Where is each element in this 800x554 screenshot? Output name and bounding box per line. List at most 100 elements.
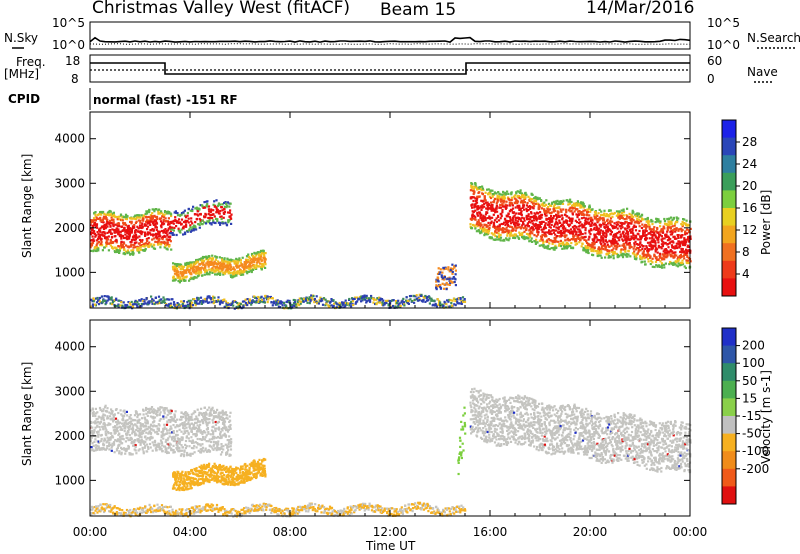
range-time-cell xyxy=(451,299,454,302)
range-time-cell xyxy=(602,241,605,244)
range-time-cell xyxy=(482,230,485,233)
range-time-cell xyxy=(612,257,615,260)
range-time-cell xyxy=(564,245,567,248)
range-time-cell xyxy=(452,276,455,279)
range-time-cell xyxy=(675,227,678,230)
range-time-cell xyxy=(231,300,235,303)
range-time-cell xyxy=(650,259,653,262)
range-time-cell xyxy=(490,209,493,212)
range-time-cell xyxy=(109,302,112,305)
range-time-cell xyxy=(573,228,576,231)
range-time-cell xyxy=(656,226,659,230)
range-time-cell xyxy=(233,274,236,277)
range-time-cell xyxy=(95,448,99,451)
range-time-cell xyxy=(89,409,92,412)
range-time-cell xyxy=(343,301,346,304)
range-time-cell xyxy=(472,192,475,196)
range-time-cell xyxy=(151,298,154,301)
range-time-cell xyxy=(210,301,214,304)
range-time-cell xyxy=(503,238,506,241)
range-time-cell xyxy=(689,260,692,263)
range-time-cell xyxy=(606,253,610,256)
range-time-cell xyxy=(198,258,201,261)
range-time-cell xyxy=(207,265,210,268)
range-time-cell xyxy=(97,445,100,448)
range-time-cell xyxy=(681,228,684,231)
range-time-cell xyxy=(680,255,683,259)
range-time-cell xyxy=(185,216,188,219)
range-time-cell xyxy=(352,303,355,307)
range-time-cell xyxy=(595,227,599,230)
range-time-cell xyxy=(602,217,605,220)
range-time-cell xyxy=(113,229,116,232)
range-time-cell xyxy=(675,242,678,245)
range-time-cell xyxy=(150,295,153,298)
range-time-cell xyxy=(600,217,603,220)
range-time-cell xyxy=(497,195,501,198)
range-time-cell xyxy=(233,273,236,276)
range-time-cell xyxy=(506,238,509,241)
range-time-cell xyxy=(635,248,638,251)
range-time-cell xyxy=(631,227,634,231)
range-time-cell xyxy=(639,215,642,218)
range-time-cell xyxy=(233,268,236,271)
range-time-cell xyxy=(553,225,556,228)
range-time-cell xyxy=(424,295,427,298)
range-time-cell xyxy=(497,214,500,217)
range-time-cell xyxy=(484,191,487,194)
range-time-cell xyxy=(447,268,450,271)
range-time-cell xyxy=(97,303,101,306)
range-time-cell xyxy=(649,255,652,258)
range-time-cell xyxy=(655,258,658,261)
range-time-cell xyxy=(449,281,452,284)
range-time-cell xyxy=(511,218,514,222)
range-time-cell xyxy=(206,263,209,266)
range-time-cell xyxy=(121,229,124,232)
range-time-cell xyxy=(138,247,141,250)
range-time-cell xyxy=(648,223,651,226)
range-time-cell xyxy=(142,214,146,218)
range-time-cell xyxy=(564,213,567,216)
range-time-cell xyxy=(145,210,148,213)
range-time-cell xyxy=(487,204,491,207)
range-time-cell xyxy=(139,221,142,224)
range-time-cell xyxy=(186,304,190,308)
range-time-cell xyxy=(484,201,487,204)
range-time-cell xyxy=(115,304,118,307)
range-time-cell xyxy=(495,228,498,231)
range-time-cell xyxy=(627,222,630,225)
range-time-cell xyxy=(158,230,161,233)
range-time-cell xyxy=(566,229,569,232)
range-time-cell xyxy=(332,304,335,308)
range-time-cell xyxy=(630,213,633,216)
range-time-cell xyxy=(241,300,245,303)
range-time-cell xyxy=(242,270,246,274)
range-time-cell xyxy=(407,302,410,305)
range-time-cell xyxy=(498,234,501,237)
range-time-cell xyxy=(198,267,201,270)
range-time-cell xyxy=(660,265,663,268)
range-time-cell xyxy=(524,193,527,197)
range-time-cell xyxy=(168,244,171,247)
range-time-cell xyxy=(602,230,605,233)
range-time-cell xyxy=(213,205,216,208)
range-time-cell xyxy=(180,228,183,231)
range-time-cell xyxy=(118,215,121,218)
range-time-cell xyxy=(102,447,106,451)
range-time-cell xyxy=(190,261,193,264)
range-time-cell xyxy=(496,238,499,241)
range-time-cell xyxy=(584,220,588,223)
range-time-cell xyxy=(97,435,100,438)
range-time-cell xyxy=(191,304,194,307)
range-time-cell xyxy=(199,296,203,299)
range-time-cell xyxy=(508,198,511,202)
range-time-cell xyxy=(564,235,567,238)
range-time-cell xyxy=(154,240,157,243)
range-time-cell xyxy=(578,221,581,225)
range-time-cell xyxy=(163,215,166,218)
range-time-cell xyxy=(182,272,185,275)
range-time-cell xyxy=(516,202,519,205)
range-time-cell xyxy=(116,218,119,221)
range-time-cell xyxy=(122,223,125,226)
range-time-cell xyxy=(185,275,188,278)
